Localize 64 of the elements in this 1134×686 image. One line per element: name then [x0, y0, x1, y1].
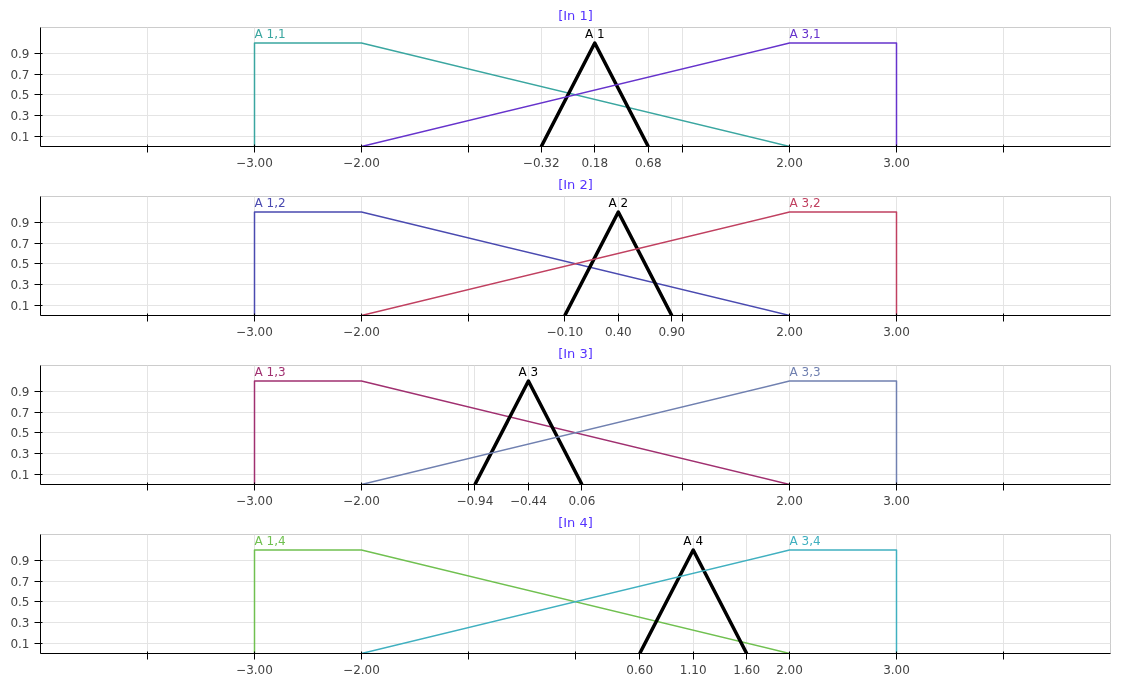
x-tick-label: −3.00 — [236, 662, 273, 677]
x-tick-label: 2.00 — [776, 662, 803, 677]
series-label: A 1,1 — [254, 27, 286, 42]
x-tick-label: 1.60 — [733, 662, 761, 677]
y-tick-label: 0.1 — [10, 467, 30, 482]
x-tick-label: −3.00 — [236, 324, 273, 339]
y-tick-label: 0.7 — [10, 405, 30, 420]
x-tick-label: 0.06 — [568, 493, 596, 508]
y-tick-label: 0.5 — [10, 595, 30, 610]
series-label: A 1,4 — [254, 534, 286, 549]
y-tick-label: 0.5 — [10, 257, 30, 272]
y-tick-label: 0.9 — [10, 553, 30, 568]
y-tick-label: 0.7 — [10, 67, 30, 82]
x-tick-label: −2.00 — [343, 324, 380, 339]
x-tick-label: 0.18 — [581, 155, 609, 170]
y-tick-label: 0.5 — [10, 426, 30, 441]
y-tick-label: 0.1 — [10, 129, 30, 144]
y-tick-label: 0.7 — [10, 236, 30, 251]
y-tick-label: 0.9 — [10, 384, 30, 399]
chart-title: [In 1] — [558, 7, 593, 23]
x-tick-label: 2.00 — [776, 493, 803, 508]
series-label: A 3,4 — [789, 534, 821, 549]
chart-title: [In 3] — [558, 345, 593, 361]
x-tick-label: −0.94 — [456, 493, 494, 508]
y-tick-label: 0.9 — [10, 46, 30, 61]
x-tick-label: −0.32 — [522, 155, 560, 170]
x-tick-label: −2.00 — [343, 155, 380, 170]
y-tick-label: 0.1 — [10, 636, 30, 651]
series-label: A 3,2 — [789, 196, 821, 211]
y-tick-label: 0.3 — [10, 277, 30, 292]
x-tick-label: 3.00 — [883, 155, 910, 170]
x-tick-label: 1.10 — [679, 662, 707, 677]
chart-title: [In 2] — [558, 176, 593, 192]
series-label: A 3 — [518, 365, 539, 380]
x-tick-label: −0.44 — [510, 493, 547, 508]
series-label: A 1,2 — [254, 196, 286, 211]
x-tick-label: 0.40 — [604, 324, 632, 339]
series-label: A 3,1 — [789, 27, 821, 42]
x-tick-label: 3.00 — [883, 662, 910, 677]
y-tick-label: 0.1 — [10, 298, 30, 313]
x-tick-label: 3.00 — [883, 493, 910, 508]
series-label: A 1 — [584, 27, 605, 42]
y-tick-label: 0.7 — [10, 574, 30, 589]
y-tick-label: 0.9 — [10, 215, 30, 230]
x-tick-label: −2.00 — [343, 662, 380, 677]
chart-title: [In 4] — [558, 514, 593, 530]
x-tick-label: 3.00 — [883, 324, 910, 339]
y-tick-label: 0.5 — [10, 88, 30, 103]
x-tick-label: 2.00 — [776, 155, 803, 170]
x-tick-label: −3.00 — [236, 155, 273, 170]
y-tick-label: 0.3 — [10, 108, 30, 123]
x-tick-label: −3.00 — [236, 493, 273, 508]
series-label: A 1,3 — [254, 365, 286, 380]
series-label: A 4 — [683, 534, 704, 549]
x-tick-label: 2.00 — [776, 324, 803, 339]
y-tick-label: 0.3 — [10, 446, 30, 461]
y-tick-label: 0.3 — [10, 615, 30, 630]
series-label: A 3,3 — [789, 365, 821, 380]
x-tick-label: 0.60 — [626, 662, 654, 677]
x-tick-label: 0.68 — [634, 155, 662, 170]
series-label: A 2 — [608, 196, 629, 211]
x-tick-label: −0.10 — [546, 324, 584, 339]
x-tick-label: −2.00 — [343, 493, 380, 508]
x-tick-label: 0.90 — [658, 324, 686, 339]
